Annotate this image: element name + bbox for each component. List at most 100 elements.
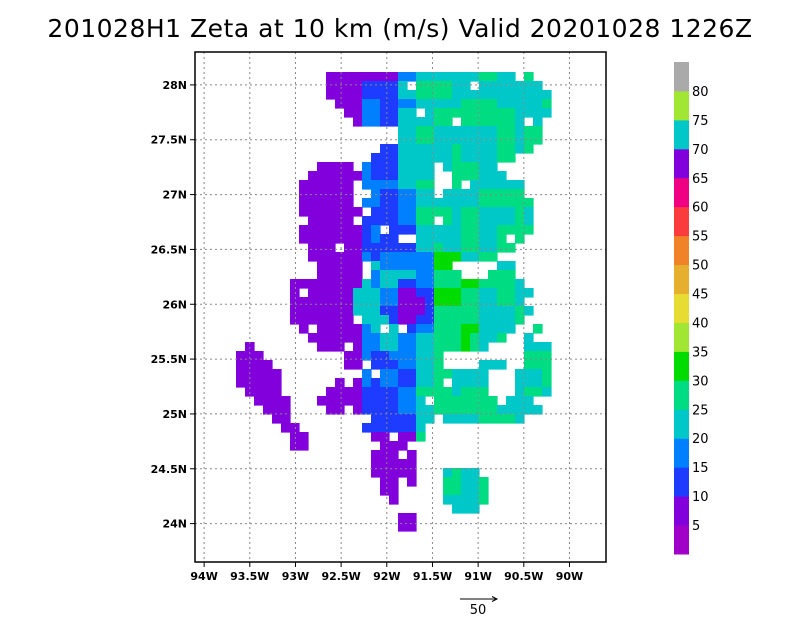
wind-cell bbox=[434, 99, 444, 109]
wind-cell bbox=[389, 270, 399, 280]
wind-cell bbox=[443, 468, 453, 478]
wind-cell bbox=[452, 396, 462, 406]
colorbar-swatch bbox=[674, 235, 689, 266]
wind-cell bbox=[434, 153, 444, 163]
wind-cell bbox=[254, 387, 264, 397]
wind-cell bbox=[452, 378, 462, 388]
wind-cell bbox=[407, 144, 417, 154]
wind-cell bbox=[515, 144, 525, 154]
wind-cell bbox=[380, 360, 390, 370]
wind-cell bbox=[515, 279, 525, 289]
wind-cell bbox=[452, 324, 462, 334]
wind-cell bbox=[479, 171, 489, 181]
wind-cell bbox=[398, 144, 408, 154]
wind-cell bbox=[524, 369, 534, 379]
wind-cell bbox=[452, 99, 462, 109]
wind-cell bbox=[434, 225, 444, 235]
wind-cell bbox=[371, 405, 381, 415]
wind-cell bbox=[335, 396, 345, 406]
wind-cell bbox=[515, 90, 525, 100]
wind-cell bbox=[362, 81, 372, 91]
wind-cell bbox=[425, 387, 435, 397]
wind-cell bbox=[452, 198, 462, 208]
colorbar-swatch bbox=[674, 90, 689, 121]
wind-cell bbox=[479, 108, 489, 118]
wind-cell bbox=[479, 126, 489, 136]
wind-cell bbox=[344, 180, 354, 190]
wind-cell bbox=[389, 477, 399, 487]
wind-cell bbox=[416, 171, 426, 181]
wind-cell bbox=[506, 72, 516, 82]
wind-cell bbox=[371, 90, 381, 100]
wind-cell bbox=[488, 162, 498, 172]
wind-cell bbox=[353, 108, 363, 118]
wind-cell bbox=[416, 126, 426, 136]
wind-cell bbox=[452, 81, 462, 91]
wind-cell bbox=[416, 360, 426, 370]
wind-cell bbox=[254, 360, 264, 370]
wind-cell bbox=[434, 198, 444, 208]
wind-cell bbox=[317, 252, 327, 262]
wind-cell bbox=[236, 378, 246, 388]
wind-cell bbox=[515, 369, 525, 379]
wind-cell bbox=[452, 306, 462, 316]
wind-cell bbox=[533, 126, 543, 136]
wind-cell bbox=[308, 252, 318, 262]
wind-cell bbox=[398, 432, 408, 442]
wind-cell bbox=[344, 315, 354, 325]
wind-cell bbox=[524, 378, 534, 388]
wind-cell bbox=[407, 162, 417, 172]
wind-cell bbox=[344, 108, 354, 118]
latitude-axis: 24N 24.5N 25N 25.5N 26N 26.5N 27N 27.5N 28N bbox=[151, 79, 195, 531]
wind-cell bbox=[497, 117, 507, 127]
wind-cell bbox=[488, 297, 498, 307]
wind-cell bbox=[371, 387, 381, 397]
wind-cell bbox=[434, 144, 444, 154]
wind-cell bbox=[461, 378, 471, 388]
wind-cell bbox=[425, 144, 435, 154]
wind-cell bbox=[353, 360, 363, 370]
wind-cell bbox=[362, 72, 372, 82]
wind-cell bbox=[443, 162, 453, 172]
wind-cell bbox=[434, 108, 444, 118]
wind-cell bbox=[524, 216, 534, 226]
wind-cell bbox=[380, 216, 390, 226]
wind-cell bbox=[452, 342, 462, 352]
wind-cell bbox=[335, 189, 345, 199]
wind-cell bbox=[461, 414, 471, 424]
wind-cell bbox=[389, 351, 399, 361]
wind-cell bbox=[407, 270, 417, 280]
wind-cell bbox=[461, 225, 471, 235]
wind-cell bbox=[380, 432, 390, 442]
wind-cell bbox=[407, 252, 417, 262]
wind-cell bbox=[542, 90, 552, 100]
wind-cell bbox=[290, 279, 300, 289]
wind-cell bbox=[308, 225, 318, 235]
wind-cell bbox=[479, 99, 489, 109]
wind-cell bbox=[344, 81, 354, 91]
lon-tick-label: 91.5W bbox=[413, 570, 452, 583]
wind-cell bbox=[380, 468, 390, 478]
wind-cell bbox=[317, 306, 327, 316]
wind-cell bbox=[506, 414, 516, 424]
wind-cell bbox=[452, 243, 462, 253]
wind-cell bbox=[344, 351, 354, 361]
wind-cell bbox=[371, 324, 381, 334]
wind-cell bbox=[533, 405, 543, 415]
wind-cell bbox=[371, 423, 381, 433]
wind-cell bbox=[326, 342, 336, 352]
wind-cell bbox=[317, 216, 327, 226]
wind-cell bbox=[326, 243, 336, 253]
wind-cell bbox=[245, 360, 255, 370]
wind-cell bbox=[497, 261, 507, 271]
wind-cell bbox=[533, 90, 543, 100]
wind-cell bbox=[353, 243, 363, 253]
wind-cell bbox=[398, 261, 408, 271]
colorbar-label: 40 bbox=[692, 316, 709, 331]
wind-cell bbox=[371, 261, 381, 271]
wind-cell bbox=[335, 324, 345, 334]
colorbar-swatch bbox=[674, 322, 689, 352]
wind-cell bbox=[290, 288, 300, 298]
wind-cell bbox=[272, 414, 282, 424]
wind-cell bbox=[380, 261, 390, 271]
